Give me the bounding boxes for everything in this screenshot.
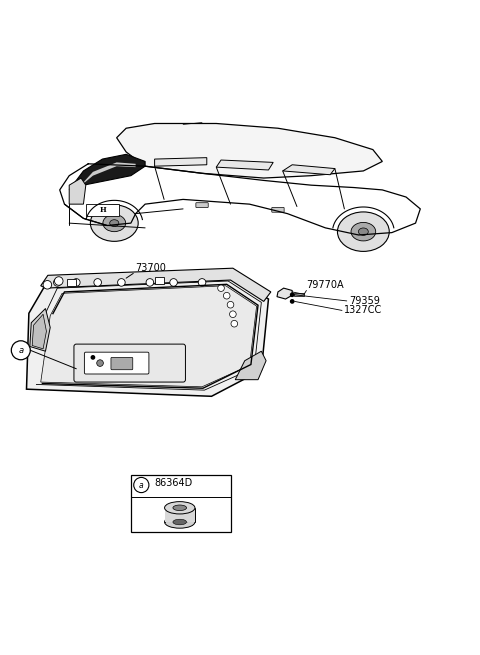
Text: 73700: 73700 xyxy=(136,263,167,273)
Polygon shape xyxy=(79,162,136,187)
Ellipse shape xyxy=(359,228,368,235)
Polygon shape xyxy=(235,351,266,380)
Circle shape xyxy=(290,299,295,304)
Circle shape xyxy=(12,341,30,360)
Circle shape xyxy=(134,477,149,493)
Circle shape xyxy=(43,280,52,289)
Text: 1327CC: 1327CC xyxy=(344,305,383,316)
Polygon shape xyxy=(69,178,86,204)
FancyBboxPatch shape xyxy=(74,344,185,382)
Circle shape xyxy=(96,360,103,366)
Circle shape xyxy=(94,278,101,286)
Circle shape xyxy=(72,278,80,286)
FancyBboxPatch shape xyxy=(131,475,230,531)
Circle shape xyxy=(231,320,238,327)
Circle shape xyxy=(290,292,295,297)
Polygon shape xyxy=(277,288,292,299)
Circle shape xyxy=(146,278,154,286)
FancyBboxPatch shape xyxy=(67,279,76,286)
Ellipse shape xyxy=(165,502,195,514)
Circle shape xyxy=(198,278,206,286)
FancyBboxPatch shape xyxy=(155,278,164,284)
Circle shape xyxy=(229,311,236,318)
Polygon shape xyxy=(216,160,273,170)
FancyBboxPatch shape xyxy=(111,358,133,369)
Circle shape xyxy=(223,292,230,299)
Polygon shape xyxy=(41,268,271,301)
Text: 79359: 79359 xyxy=(349,296,380,306)
Circle shape xyxy=(55,276,63,286)
FancyBboxPatch shape xyxy=(294,293,303,295)
Text: 86364D: 86364D xyxy=(155,478,193,488)
Ellipse shape xyxy=(351,223,376,241)
Text: a: a xyxy=(139,481,144,489)
FancyBboxPatch shape xyxy=(272,208,284,212)
Polygon shape xyxy=(117,124,383,178)
Text: H: H xyxy=(99,206,106,214)
Ellipse shape xyxy=(337,212,389,252)
Circle shape xyxy=(54,278,61,286)
Text: 79770A: 79770A xyxy=(306,280,344,291)
Ellipse shape xyxy=(173,505,187,510)
FancyBboxPatch shape xyxy=(84,352,149,374)
Circle shape xyxy=(170,278,178,286)
Circle shape xyxy=(227,301,234,308)
FancyBboxPatch shape xyxy=(196,202,208,208)
Ellipse shape xyxy=(90,205,138,241)
FancyBboxPatch shape xyxy=(86,204,119,216)
Polygon shape xyxy=(69,155,145,190)
Polygon shape xyxy=(26,276,268,396)
Polygon shape xyxy=(283,165,335,175)
Ellipse shape xyxy=(103,215,126,232)
Ellipse shape xyxy=(173,519,187,525)
Text: a: a xyxy=(18,346,24,355)
Polygon shape xyxy=(32,314,47,349)
Circle shape xyxy=(91,355,96,360)
Polygon shape xyxy=(155,158,207,166)
Circle shape xyxy=(118,278,125,286)
Ellipse shape xyxy=(110,219,119,227)
Ellipse shape xyxy=(165,516,195,528)
Polygon shape xyxy=(41,286,257,387)
FancyBboxPatch shape xyxy=(165,508,195,522)
Circle shape xyxy=(218,285,224,291)
Polygon shape xyxy=(30,309,50,351)
